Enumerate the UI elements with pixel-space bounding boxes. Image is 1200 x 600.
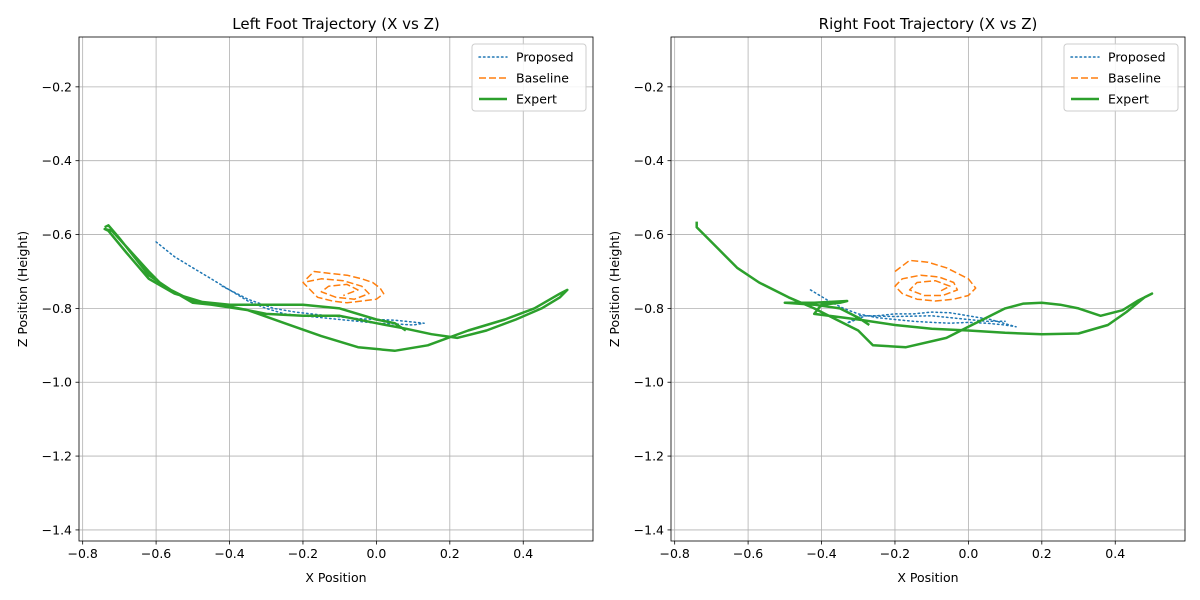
left-legend: Proposed Baseline Expert <box>471 43 587 112</box>
right-legend: Proposed Baseline Expert <box>1063 43 1179 112</box>
right-legend-label-baseline: Baseline <box>1108 71 1161 86</box>
right-plot-area <box>695 221 1154 349</box>
left-xtick-label-5: 0.2 <box>440 546 460 561</box>
right-xtick-label-3: −0.2 <box>880 546 910 561</box>
right-xtick-label-4: 0.0 <box>958 546 978 561</box>
right-xtick-label-6: 0.4 <box>1105 546 1125 561</box>
right-legend-label-proposed: Proposed <box>1108 50 1166 65</box>
left-xtick-label-2: −0.4 <box>214 546 244 561</box>
left-series-baseline <box>302 270 385 304</box>
left-xtick-label-3: −0.2 <box>288 546 318 561</box>
right-chart-title: Right Foot Trajectory (X vs Z) <box>819 15 1038 33</box>
left-y-axis-label: Z Position (Height) <box>15 231 30 347</box>
left-chart-title: Left Foot Trajectory (X vs Z) <box>232 15 439 33</box>
left-ytick-label-1: −0.4 <box>42 153 72 168</box>
right-ytick-label-3: −0.8 <box>634 301 664 316</box>
right-ytick-label-1: −0.4 <box>634 153 664 168</box>
right-ytick-label-0: −0.2 <box>634 79 664 94</box>
right-legend-box <box>1063 43 1179 112</box>
left-chart: −0.8 −0.6 −0.4 −0.2 0.0 0.2 0.4 −0.2 −0.4 −0.6 −0.… <box>15 15 594 585</box>
right-xtick-label-1: −0.6 <box>733 546 763 561</box>
left-ytick-label-5: −1.2 <box>42 449 72 464</box>
left-xtick-label-0: −0.8 <box>67 546 97 561</box>
left-ytick-label-3: −0.8 <box>42 301 72 316</box>
right-ytick-label-4: −1.0 <box>634 375 664 390</box>
left-series-expert <box>103 224 569 353</box>
left-ytick-label-4: −1.0 <box>42 375 72 390</box>
left-legend-label-proposed: Proposed <box>516 50 574 65</box>
right-legend-label-expert: Expert <box>1108 92 1149 107</box>
right-ytick-label-2: −0.6 <box>634 227 664 242</box>
right-ytick-label-6: −1.4 <box>634 522 664 537</box>
left-axes-frame <box>78 36 594 542</box>
right-xtick-label-5: 0.2 <box>1032 546 1052 561</box>
right-series-proposed <box>809 289 1017 328</box>
right-xtick-label-2: −0.4 <box>806 546 836 561</box>
left-ytick-label-2: −0.6 <box>42 227 72 242</box>
right-y-axis-label: Z Position (Height) <box>607 231 622 347</box>
left-xtick-label-6: 0.4 <box>513 546 533 561</box>
left-legend-box <box>471 43 587 112</box>
right-series-expert <box>695 221 1154 349</box>
right-x-axis-label: X Position <box>897 570 958 585</box>
left-series-proposed <box>155 241 425 326</box>
left-legend-label-expert: Expert <box>516 92 557 107</box>
left-xtick-label-1: −0.6 <box>141 546 171 561</box>
left-xtick-label-4: 0.0 <box>366 546 386 561</box>
right-series-baseline <box>894 259 977 302</box>
left-plot-area <box>103 224 569 353</box>
right-chart: −0.8 −0.6 −0.4 −0.2 0.0 0.2 0.4 −0.2 −0.4 −0.6 −0.… <box>607 15 1186 585</box>
left-ytick-label-0: −0.2 <box>42 79 72 94</box>
left-legend-label-baseline: Baseline <box>516 71 569 86</box>
right-axes-frame <box>670 36 1186 542</box>
left-x-axis-label: X Position <box>305 570 366 585</box>
left-ytick-label-6: −1.4 <box>42 522 72 537</box>
right-xtick-label-0: −0.8 <box>659 546 689 561</box>
right-ytick-label-5: −1.2 <box>634 449 664 464</box>
